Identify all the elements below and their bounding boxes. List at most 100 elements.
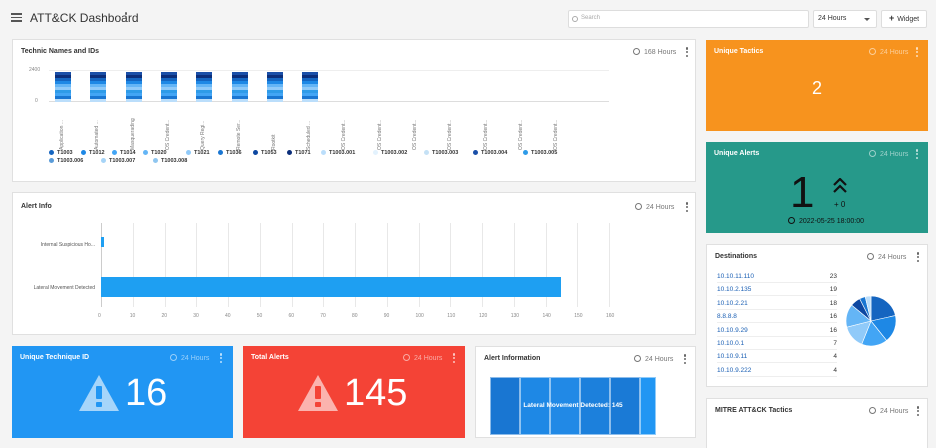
table-row[interactable]: 10.10.0.1 7 xyxy=(717,337,837,350)
alert-bar[interactable] xyxy=(101,277,562,297)
legend-item[interactable]: T1014 xyxy=(112,150,136,156)
alert-bar[interactable] xyxy=(101,237,105,247)
x-tick-label: Query Regi... xyxy=(200,120,207,150)
bar-segment xyxy=(55,87,71,90)
widget-options-icon[interactable] xyxy=(915,46,919,58)
stacked-bar[interactable] xyxy=(125,72,142,102)
widget-options-icon[interactable] xyxy=(683,353,687,365)
warning-icon xyxy=(79,375,119,411)
legend-label: T1003.007 xyxy=(109,158,136,164)
bar-segment xyxy=(90,75,107,78)
bar-segment xyxy=(55,93,71,96)
widget-period: 24 Hours xyxy=(635,203,674,211)
pie-slice[interactable] xyxy=(870,295,896,322)
widget-options-icon[interactable] xyxy=(219,352,223,364)
legend-item[interactable]: T1003.004 xyxy=(473,150,507,156)
legend-item[interactable]: T1012 xyxy=(81,150,105,156)
widget-options-icon[interactable] xyxy=(452,352,456,364)
bar-segment xyxy=(196,81,213,84)
stacked-bar[interactable] xyxy=(196,72,213,102)
legend-item[interactable]: T1003.005 xyxy=(523,150,557,156)
bar-segment xyxy=(55,75,71,78)
bar-segment xyxy=(160,78,177,81)
grid-line xyxy=(513,223,515,307)
bar-segment xyxy=(125,87,142,90)
widget-period: 24 Hours xyxy=(170,354,209,362)
stacked-bar[interactable] xyxy=(302,72,319,102)
bar-segment xyxy=(196,90,213,93)
y-tick: 0 xyxy=(35,98,38,104)
legend-item[interactable]: T1003.006 xyxy=(49,158,83,164)
legend-item[interactable]: T1020 xyxy=(143,150,167,156)
clock-icon xyxy=(634,355,641,362)
pie-slice[interactable] xyxy=(864,295,872,322)
legend-swatch xyxy=(253,150,258,155)
destination-ip[interactable]: 8.8.8.8 xyxy=(717,313,737,321)
destination-ip[interactable]: 10.10.11.110 xyxy=(717,273,754,280)
chevron-down-icon xyxy=(864,18,870,21)
table-row[interactable]: 10.10.11.110 23 xyxy=(717,270,837,283)
table-row[interactable]: 8.8.8.8 16 xyxy=(717,310,837,324)
x-tick-label: Scheduled ... xyxy=(306,120,313,150)
legend-swatch xyxy=(218,150,223,155)
stacked-bar[interactable] xyxy=(231,72,248,102)
table-row[interactable]: 10.10.9.11 4 xyxy=(717,350,837,364)
widget-period: 24 Hours xyxy=(403,354,442,362)
bar-segment xyxy=(55,96,71,99)
page-title: ATT&CK Dashboard xyxy=(30,11,139,25)
stacked-bar[interactable] xyxy=(160,72,177,102)
widget-options-icon[interactable] xyxy=(685,201,689,213)
stacked-bar[interactable] xyxy=(266,72,283,102)
add-widget-button[interactable]: + Widget xyxy=(881,10,927,28)
destination-count: 4 xyxy=(833,366,837,374)
table-row[interactable]: 10.10.9.29 16 xyxy=(717,324,837,337)
destination-ip[interactable]: 10.10.9.222 xyxy=(717,366,752,374)
x-tick-label: OS Credent... xyxy=(164,119,171,150)
search-input[interactable]: Search xyxy=(568,10,809,28)
bar-segment xyxy=(266,90,283,93)
legend-item[interactable]: T1003.003 xyxy=(424,150,458,156)
y-tick: 2400 xyxy=(29,67,41,73)
legend-label: T1003.005 xyxy=(531,150,558,156)
grid-line xyxy=(418,223,420,307)
legend-label: T1003.008 xyxy=(161,158,188,164)
treemap-cell xyxy=(580,377,610,435)
legend-label: T1071 xyxy=(295,150,311,156)
legend-item[interactable]: T1003.007 xyxy=(101,158,135,164)
legend-item[interactable]: T1003.002 xyxy=(373,150,407,156)
destination-ip[interactable]: 10.10.2.21 xyxy=(717,299,748,307)
legend-item[interactable]: T1003.001 xyxy=(321,150,355,156)
stacked-bar[interactable] xyxy=(55,72,71,102)
legend-swatch xyxy=(473,150,478,155)
widget-options-icon[interactable] xyxy=(685,46,689,58)
legend-item[interactable]: T1003.008 xyxy=(153,158,187,164)
widget-options-icon[interactable] xyxy=(916,405,920,417)
destination-ip[interactable]: 10.10.0.1 xyxy=(717,340,745,347)
legend-item[interactable]: T1071 xyxy=(287,150,311,156)
destination-ip[interactable]: 10.10.9.29 xyxy=(717,326,748,334)
legend-item[interactable]: T1053 xyxy=(253,150,277,156)
stacked-bar[interactable] xyxy=(90,72,107,102)
time-range-select[interactable]: 24 Hours xyxy=(813,10,877,28)
widget-period: 24 Hours xyxy=(634,355,673,363)
x-tick-label: 10 xyxy=(129,313,136,319)
table-row[interactable]: 10.10.2.135 19 xyxy=(717,283,837,297)
dashboard-options-icon[interactable] xyxy=(124,11,128,23)
destination-ip[interactable]: 10.10.9.11 xyxy=(717,353,748,361)
legend-item[interactable]: T1036 xyxy=(218,150,242,156)
grid-line xyxy=(164,223,166,307)
x-tick-label: 130 xyxy=(510,313,520,319)
alert-treemap[interactable]: Lateral Movement Detected: 145 xyxy=(490,377,656,435)
legend-label: T1003.006 xyxy=(57,158,84,164)
table-row[interactable]: 10.10.9.222 4 xyxy=(717,364,837,377)
legend-item[interactable]: T1003 xyxy=(49,150,73,156)
menu-icon[interactable] xyxy=(11,13,22,22)
bar-segment xyxy=(266,99,283,102)
widget-options-icon[interactable] xyxy=(915,148,919,160)
destination-ip[interactable]: 10.10.2.135 xyxy=(717,286,752,294)
bar-segment xyxy=(231,96,248,99)
table-row[interactable]: 10.10.2.21 18 xyxy=(717,297,837,310)
top-bar: ATT&CK Dashboard Search 24 Hours + Widget xyxy=(0,0,936,36)
widget-options-icon[interactable] xyxy=(916,251,920,263)
legend-item[interactable]: T1021 xyxy=(186,150,210,156)
